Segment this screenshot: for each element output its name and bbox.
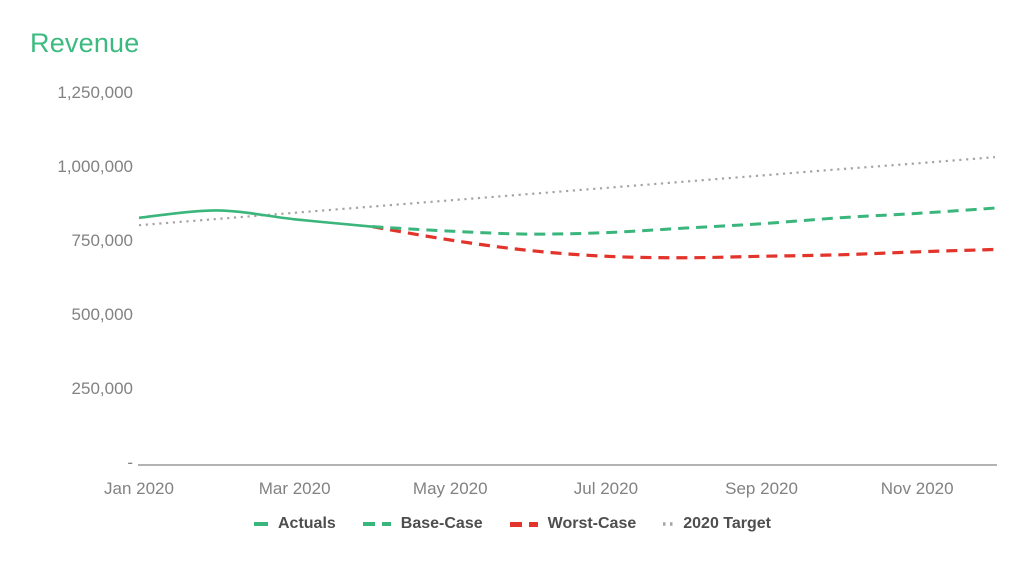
legend-item-base-case: Base-Case (362, 515, 483, 533)
legend-item-worst-case: Worst-Case (509, 515, 637, 533)
series-line-2020-target (138, 156, 996, 227)
y-tick-label: 1,000,000 (57, 157, 133, 176)
series-line-worst-case (372, 225, 996, 260)
x-tick-label: May 2020 (413, 479, 488, 498)
legend-label: Base-Case (400, 515, 483, 532)
legend-label: 2020 Target (683, 515, 771, 532)
legend: Actuals Base-Case Worst-Case 2020 Target (0, 515, 1024, 533)
legend-label: Worst-Case (547, 515, 637, 532)
y-tick-label: 1,250,000 (57, 83, 133, 102)
dotted-line-icon (662, 521, 674, 527)
legend-label: Actuals (278, 515, 336, 532)
x-tick-label: Mar 2020 (259, 479, 331, 498)
dashed-line-icon (509, 521, 539, 528)
legend-item-actuals: Actuals (253, 515, 336, 533)
y-tick-label: 500,000 (72, 305, 133, 324)
x-tick-label: Nov 2020 (881, 479, 954, 498)
actuals-line-icon (253, 521, 269, 527)
x-tick-label: Jan 2020 (104, 479, 174, 498)
chart-title: Revenue (30, 28, 140, 58)
series-line-actuals (138, 209, 373, 228)
x-tick-label: Sep 2020 (725, 479, 798, 498)
legend-item-2020-target: 2020 Target (662, 515, 771, 533)
series-line-base-case (372, 206, 996, 236)
y-tick-label: 750,000 (72, 231, 133, 250)
dashed-line-icon (362, 521, 392, 527)
y-tick-label: 250,000 (72, 379, 133, 398)
x-tick-label: Jul 2020 (574, 479, 638, 498)
y-tick-label: - (127, 453, 133, 472)
